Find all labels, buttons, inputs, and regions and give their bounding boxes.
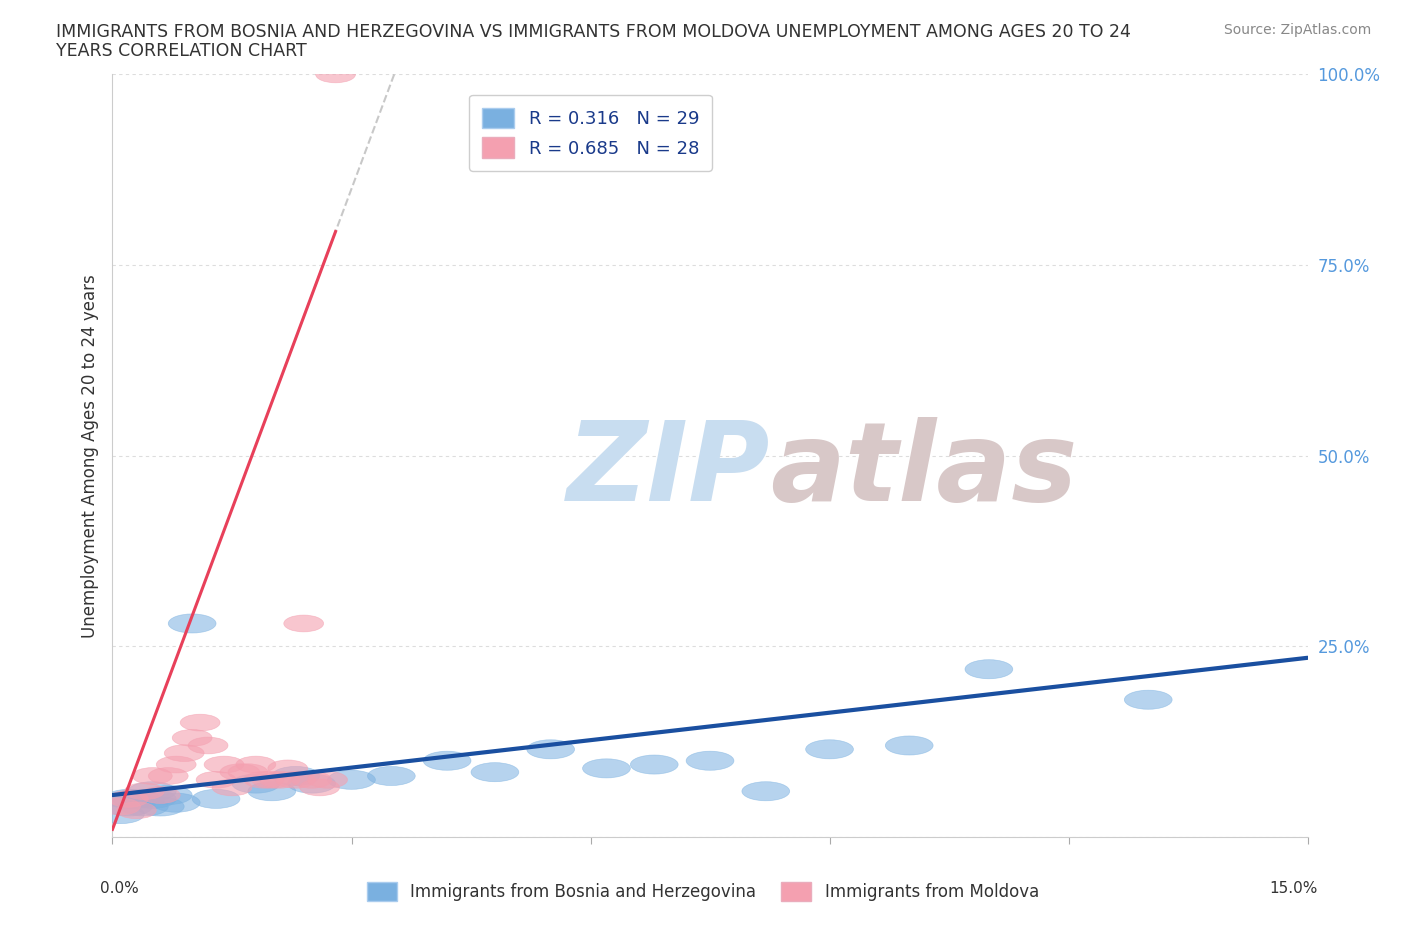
Y-axis label: Unemployment Among Ages 20 to 24 years: Unemployment Among Ages 20 to 24 years	[80, 273, 98, 638]
Text: 0.0%: 0.0%	[100, 881, 139, 896]
Ellipse shape	[104, 790, 152, 808]
Ellipse shape	[630, 755, 678, 774]
Ellipse shape	[121, 797, 169, 816]
Ellipse shape	[288, 774, 336, 793]
Ellipse shape	[136, 797, 184, 816]
Ellipse shape	[886, 736, 934, 755]
Ellipse shape	[1125, 690, 1173, 710]
Ellipse shape	[112, 790, 160, 808]
Ellipse shape	[128, 790, 176, 808]
Ellipse shape	[173, 729, 212, 746]
Ellipse shape	[165, 745, 204, 762]
Ellipse shape	[188, 737, 228, 754]
Ellipse shape	[221, 764, 260, 780]
Legend: R = 0.316   N = 29, R = 0.685   N = 28: R = 0.316 N = 29, R = 0.685 N = 28	[470, 95, 711, 171]
Ellipse shape	[965, 659, 1012, 679]
Text: 15.0%: 15.0%	[1270, 881, 1317, 896]
Ellipse shape	[292, 771, 332, 789]
Ellipse shape	[132, 767, 173, 784]
Ellipse shape	[145, 786, 193, 804]
Ellipse shape	[169, 614, 217, 633]
Ellipse shape	[141, 787, 180, 804]
Ellipse shape	[284, 615, 323, 631]
Text: ZIP: ZIP	[567, 418, 770, 525]
Text: IMMIGRANTS FROM BOSNIA AND HERZEGOVINA VS IMMIGRANTS FROM MOLDOVA UNEMPLOYMENT A: IMMIGRANTS FROM BOSNIA AND HERZEGOVINA V…	[56, 23, 1130, 41]
Ellipse shape	[271, 766, 319, 786]
Ellipse shape	[104, 797, 152, 816]
Ellipse shape	[152, 793, 200, 812]
Ellipse shape	[101, 798, 141, 815]
Ellipse shape	[742, 782, 790, 801]
Ellipse shape	[128, 782, 176, 801]
Ellipse shape	[471, 763, 519, 782]
Ellipse shape	[806, 739, 853, 759]
Text: atlas: atlas	[770, 418, 1077, 525]
Legend: Immigrants from Bosnia and Herzegovina, Immigrants from Moldova: Immigrants from Bosnia and Herzegovina, …	[360, 875, 1046, 908]
Ellipse shape	[276, 771, 316, 789]
Ellipse shape	[316, 66, 356, 83]
Ellipse shape	[236, 756, 276, 773]
Text: Source: ZipAtlas.com: Source: ZipAtlas.com	[1223, 23, 1371, 37]
Ellipse shape	[193, 790, 240, 808]
Ellipse shape	[582, 759, 630, 777]
Ellipse shape	[269, 760, 308, 777]
Ellipse shape	[156, 756, 197, 773]
Ellipse shape	[180, 714, 221, 731]
Ellipse shape	[245, 771, 284, 789]
Ellipse shape	[212, 779, 252, 796]
Ellipse shape	[125, 783, 165, 800]
Ellipse shape	[232, 774, 280, 793]
Ellipse shape	[328, 770, 375, 790]
Ellipse shape	[108, 790, 149, 807]
Text: YEARS CORRELATION CHART: YEARS CORRELATION CHART	[56, 42, 307, 60]
Ellipse shape	[423, 751, 471, 770]
Ellipse shape	[117, 802, 156, 818]
Ellipse shape	[195, 771, 236, 789]
Ellipse shape	[260, 771, 299, 789]
Ellipse shape	[228, 764, 269, 780]
Ellipse shape	[299, 779, 340, 796]
Ellipse shape	[97, 804, 145, 824]
Ellipse shape	[527, 739, 575, 759]
Ellipse shape	[247, 782, 295, 801]
Ellipse shape	[308, 771, 347, 789]
Ellipse shape	[367, 766, 415, 786]
Ellipse shape	[149, 767, 188, 784]
Ellipse shape	[252, 771, 292, 789]
Ellipse shape	[686, 751, 734, 770]
Ellipse shape	[204, 756, 245, 773]
